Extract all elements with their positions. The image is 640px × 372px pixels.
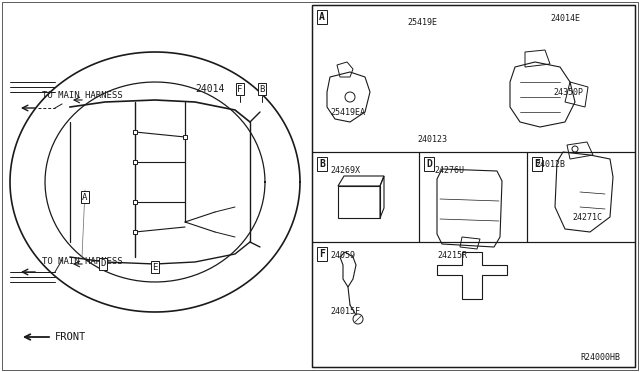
Text: FRONT: FRONT xyxy=(55,332,86,342)
Bar xyxy=(419,152,527,242)
Text: D: D xyxy=(426,159,432,169)
Text: A: A xyxy=(83,192,88,202)
Bar xyxy=(527,152,635,242)
Text: F: F xyxy=(319,249,325,259)
Text: D: D xyxy=(100,260,106,269)
Text: 24350P: 24350P xyxy=(553,87,583,96)
Bar xyxy=(312,242,635,367)
Text: F: F xyxy=(237,84,243,93)
Text: TO MAIN HARNESS: TO MAIN HARNESS xyxy=(42,90,123,99)
Text: 24271C: 24271C xyxy=(572,212,602,221)
Text: TO MAIN HARNESS: TO MAIN HARNESS xyxy=(42,257,123,266)
Bar xyxy=(312,5,635,152)
Text: B: B xyxy=(319,159,325,169)
Text: B: B xyxy=(259,84,265,93)
Bar xyxy=(312,5,635,367)
Text: 24012B: 24012B xyxy=(535,160,565,169)
Text: 24059: 24059 xyxy=(330,251,355,260)
Text: 240123: 240123 xyxy=(417,135,447,144)
Text: 24015F: 24015F xyxy=(330,308,360,317)
Text: A: A xyxy=(319,12,325,22)
Text: 24276U: 24276U xyxy=(434,166,464,174)
Text: 25419EA: 25419EA xyxy=(330,108,365,116)
Text: 24215R: 24215R xyxy=(437,251,467,260)
Bar xyxy=(312,152,419,242)
Text: R24000HB: R24000HB xyxy=(580,353,620,362)
Text: E: E xyxy=(534,159,540,169)
Bar xyxy=(338,186,380,218)
Text: E: E xyxy=(152,263,157,272)
Text: 24269X: 24269X xyxy=(330,166,360,174)
Text: 24014E: 24014E xyxy=(550,13,580,22)
Text: 24014: 24014 xyxy=(195,84,225,94)
Text: 25419E: 25419E xyxy=(407,17,437,26)
